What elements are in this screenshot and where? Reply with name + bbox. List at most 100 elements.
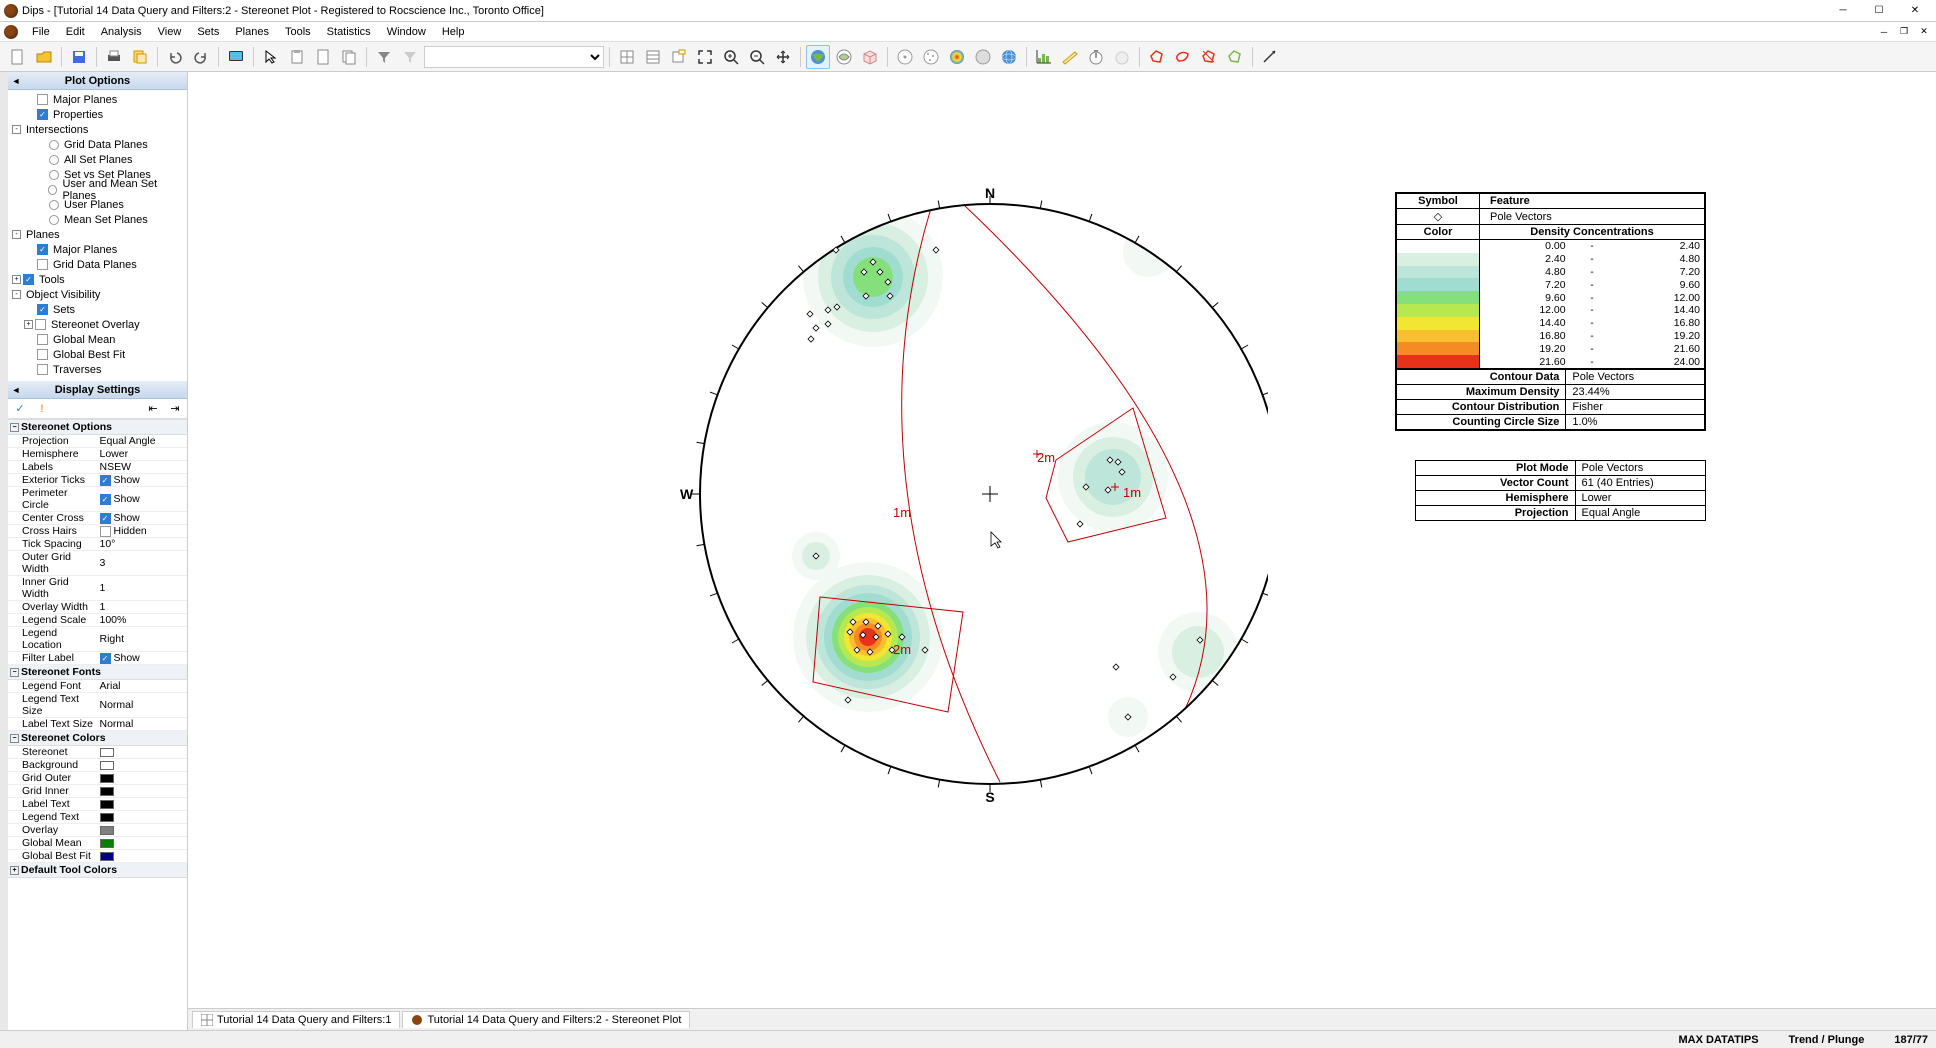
- info-button[interactable]: [667, 45, 691, 69]
- timer-grey-button[interactable]: [1110, 45, 1134, 69]
- ds-import-button[interactable]: ⇤: [145, 401, 161, 417]
- prop-row[interactable]: ProjectionEqual Angle: [8, 435, 187, 448]
- line-tool-button[interactable]: [1258, 45, 1282, 69]
- tree-item[interactable]: ✓Major Planes: [12, 242, 183, 257]
- grid-button[interactable]: [615, 45, 639, 69]
- prop-row[interactable]: Label Text SizeNormal: [8, 718, 187, 731]
- prop-row[interactable]: Global Best Fit: [8, 850, 187, 863]
- tree-item[interactable]: User and Mean Set Planes: [12, 182, 183, 197]
- table-button[interactable]: [641, 45, 665, 69]
- tree-item[interactable]: -Planes: [12, 227, 183, 242]
- prop-category[interactable]: +Default Tool Colors: [8, 863, 187, 878]
- tree-item[interactable]: -Object Visibility: [12, 287, 183, 302]
- mdi-minimize-button[interactable]: ─: [1876, 25, 1892, 39]
- zoom-in-button[interactable]: [719, 45, 743, 69]
- poly4-button[interactable]: [1223, 45, 1247, 69]
- zoom-out-button[interactable]: [745, 45, 769, 69]
- filter-combo[interactable]: [424, 46, 604, 68]
- menu-file[interactable]: File: [24, 24, 58, 40]
- menu-edit[interactable]: Edit: [58, 24, 93, 40]
- plot-area[interactable]: NSEW2m1m1m2m Symbol Feature ◇ Pole Vecto…: [188, 72, 1936, 1030]
- open-button[interactable]: [32, 45, 56, 69]
- ds-apply-button[interactable]: ✓: [12, 401, 28, 417]
- ds-warn-button[interactable]: !: [34, 401, 50, 417]
- plane-button[interactable]: [1058, 45, 1082, 69]
- prop-row[interactable]: Legend Text: [8, 811, 187, 824]
- prop-row[interactable]: Overlay Width1: [8, 601, 187, 614]
- prop-row[interactable]: HemisphereLower: [8, 448, 187, 461]
- sphere-color-button[interactable]: [945, 45, 969, 69]
- tree-item[interactable]: Grid Data Planes: [12, 257, 183, 272]
- menu-window[interactable]: Window: [379, 24, 434, 40]
- ds-export-button[interactable]: ⇥: [167, 401, 183, 417]
- tree-item[interactable]: All Set Planes: [12, 152, 183, 167]
- prop-category[interactable]: −Stereonet Colors: [8, 731, 187, 746]
- mdi-restore-button[interactable]: ❐: [1896, 25, 1912, 39]
- close-button[interactable]: ✕: [1898, 2, 1932, 20]
- clipboard-button[interactable]: [285, 45, 309, 69]
- tree-item[interactable]: Grid Data Planes: [12, 137, 183, 152]
- menu-sets[interactable]: Sets: [189, 24, 227, 40]
- globe1-button[interactable]: [806, 45, 830, 69]
- prop-row[interactable]: Stereonet: [8, 746, 187, 759]
- tree-item[interactable]: ✓Sets: [12, 302, 183, 317]
- tree-item[interactable]: Mean Set Planes: [12, 212, 183, 227]
- poly2-button[interactable]: [1171, 45, 1195, 69]
- stereonet-plot[interactable]: NSEW2m1m1m2m: [368, 92, 1268, 822]
- monitor-button[interactable]: [224, 45, 248, 69]
- tree-item[interactable]: -Intersections: [12, 122, 183, 137]
- pointer-button[interactable]: [259, 45, 283, 69]
- 3d-button[interactable]: [858, 45, 882, 69]
- prop-row[interactable]: Exterior Ticks✓Show: [8, 474, 187, 487]
- prop-row[interactable]: Global Mean: [8, 837, 187, 850]
- prop-row[interactable]: Legend Text SizeNormal: [8, 693, 187, 718]
- prop-row[interactable]: Inner Grid Width1: [8, 576, 187, 601]
- documents-button[interactable]: [337, 45, 361, 69]
- prop-row[interactable]: Grid Outer: [8, 772, 187, 785]
- app-menu-icon[interactable]: [4, 25, 18, 39]
- print-button[interactable]: [102, 45, 126, 69]
- prop-row[interactable]: Cross HairsHidden: [8, 525, 187, 538]
- menu-view[interactable]: View: [150, 24, 190, 40]
- minimize-button[interactable]: ─: [1826, 2, 1860, 20]
- plot-options-header[interactable]: ◄ Plot Options: [8, 72, 187, 90]
- tree-item[interactable]: ✓Properties: [12, 107, 183, 122]
- prop-row[interactable]: Perimeter Circle✓Show: [8, 487, 187, 512]
- poly1-button[interactable]: [1145, 45, 1169, 69]
- sphere-grey-button[interactable]: [893, 45, 917, 69]
- save-button[interactable]: [67, 45, 91, 69]
- prop-row[interactable]: Overlay: [8, 824, 187, 837]
- prop-row[interactable]: Label Text: [8, 798, 187, 811]
- prop-row[interactable]: Center Cross✓Show: [8, 512, 187, 525]
- menu-planes[interactable]: Planes: [227, 24, 277, 40]
- menu-help[interactable]: Help: [434, 24, 473, 40]
- sphere-globe-button[interactable]: [997, 45, 1021, 69]
- globe2-button[interactable]: [832, 45, 856, 69]
- dock-strip[interactable]: [0, 72, 8, 1030]
- sphere-scatter-button[interactable]: [919, 45, 943, 69]
- maximize-button[interactable]: ☐: [1862, 2, 1896, 20]
- prop-row[interactable]: Background: [8, 759, 187, 772]
- prop-row[interactable]: Grid Inner: [8, 785, 187, 798]
- prop-row[interactable]: LabelsNSEW: [8, 461, 187, 474]
- filter-button[interactable]: [372, 45, 396, 69]
- pan-button[interactable]: [771, 45, 795, 69]
- tree-item[interactable]: Global Best Fit: [12, 347, 183, 362]
- prop-row[interactable]: Legend Scale100%: [8, 614, 187, 627]
- prop-row[interactable]: Legend FontArial: [8, 680, 187, 693]
- tree-item[interactable]: +✓Tools: [12, 272, 183, 287]
- timer-button[interactable]: [1084, 45, 1108, 69]
- prop-row[interactable]: Tick Spacing10°: [8, 538, 187, 551]
- zoom-extents-button[interactable]: [693, 45, 717, 69]
- filter-clear-button[interactable]: [398, 45, 422, 69]
- display-settings-header[interactable]: ◄ Display Settings: [8, 381, 187, 399]
- mdi-close-button[interactable]: ✕: [1916, 25, 1932, 39]
- sphere-grey2-button[interactable]: [971, 45, 995, 69]
- menu-statistics[interactable]: Statistics: [319, 24, 379, 40]
- prop-row[interactable]: Legend LocationRight: [8, 627, 187, 652]
- prop-row[interactable]: Outer Grid Width3: [8, 551, 187, 576]
- undo-button[interactable]: [163, 45, 187, 69]
- new-button[interactable]: [6, 45, 30, 69]
- prop-category[interactable]: −Stereonet Options: [8, 420, 187, 435]
- doc-tab[interactable]: Tutorial 14 Data Query and Filters:2 - S…: [402, 1011, 690, 1028]
